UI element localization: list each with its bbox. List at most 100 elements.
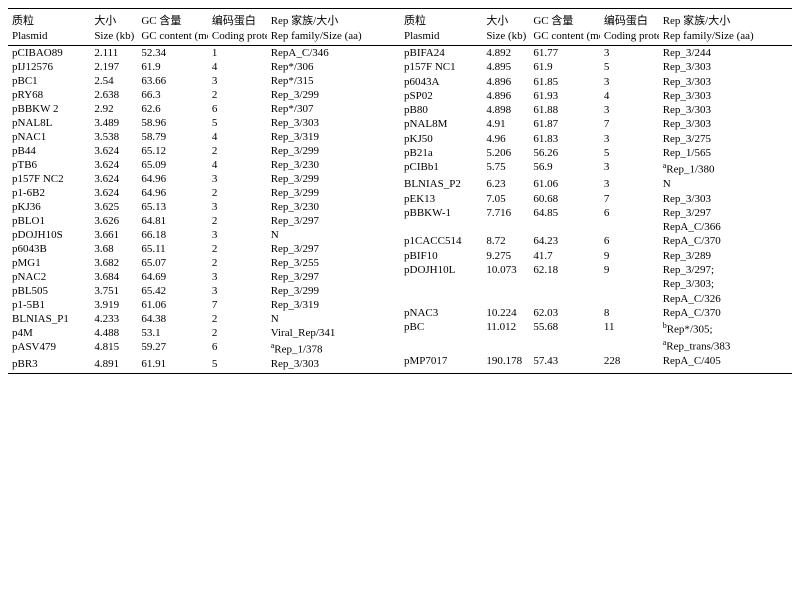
cell bbox=[400, 220, 482, 234]
cell: 62.03 bbox=[529, 306, 600, 320]
cell: Rep_3/303 bbox=[267, 357, 400, 374]
cell: 9.275 bbox=[482, 249, 529, 263]
table-row: pDOJH10S3.66166.183N bbox=[8, 228, 400, 242]
cell: 60.68 bbox=[529, 192, 600, 206]
cell: 3.919 bbox=[90, 298, 137, 312]
table-row: p157F NC14.89561.95Rep_3/303 bbox=[400, 60, 792, 74]
table-row: BLNIAS_P26.2361.063N bbox=[400, 177, 792, 191]
cell bbox=[659, 368, 792, 373]
cell: RepA_C/370 bbox=[659, 234, 792, 248]
cell: 3.538 bbox=[90, 130, 137, 144]
cell: aRep_1/378 bbox=[267, 340, 400, 357]
cell: N bbox=[267, 228, 400, 242]
cell: 4.815 bbox=[90, 340, 137, 357]
cell: 2 bbox=[208, 256, 267, 270]
table-row: pNAL8M4.9161.877Rep_3/303 bbox=[400, 117, 792, 131]
cell: 2 bbox=[208, 214, 267, 228]
table-row: p6043A4.89661.853Rep_3/303 bbox=[400, 75, 792, 89]
cell: Rep_3/230 bbox=[267, 158, 400, 172]
table-row: p1-6B23.62464.962Rep_3/299 bbox=[8, 186, 400, 200]
cell: Rep_3/275 bbox=[659, 132, 792, 146]
cell: 57.43 bbox=[529, 354, 600, 368]
cell: 3.624 bbox=[90, 172, 137, 186]
cell: 61.06 bbox=[529, 177, 600, 191]
cell: pCIBb1 bbox=[400, 160, 482, 177]
cell bbox=[482, 292, 529, 306]
cell: 56.9 bbox=[529, 160, 600, 177]
cell: Rep_3/303 bbox=[659, 117, 792, 131]
cell: RepA_C/405 bbox=[659, 354, 792, 368]
cell: 4.96 bbox=[482, 132, 529, 146]
cell: pMP7017 bbox=[400, 354, 482, 368]
cell: 64.38 bbox=[137, 312, 208, 326]
cell: Rep_3/303 bbox=[659, 192, 792, 206]
cell: 2 bbox=[208, 242, 267, 256]
cell: 8 bbox=[600, 306, 659, 320]
cell: aRep_trans/383 bbox=[659, 337, 792, 354]
cell: Rep_3/297 bbox=[267, 214, 400, 228]
table-row: pB443.62465.122Rep_3/299 bbox=[8, 144, 400, 158]
cell: 6 bbox=[600, 206, 659, 220]
cell: BLNIAS_P2 bbox=[400, 177, 482, 191]
table-row: RepA_C/326 bbox=[400, 292, 792, 306]
cell: N bbox=[659, 177, 792, 191]
col-gc-en: GC content (mol%) bbox=[137, 29, 208, 46]
cell bbox=[600, 368, 659, 373]
cell: Rep_3/299 bbox=[267, 172, 400, 186]
cell: 2 bbox=[208, 326, 267, 340]
cell: 10.224 bbox=[482, 306, 529, 320]
cell: 5 bbox=[208, 357, 267, 374]
cell: 3.624 bbox=[90, 144, 137, 158]
table-row: p4M4.48853.12Viral_Rep/341 bbox=[8, 326, 400, 340]
cell: RepA_C/366 bbox=[659, 220, 792, 234]
table-row: pBBKW-17.71664.856Rep_3/297 bbox=[400, 206, 792, 220]
table-row: pBIF109.27541.79Rep_3/289 bbox=[400, 249, 792, 263]
cell: 65.09 bbox=[137, 158, 208, 172]
cell: 6 bbox=[208, 340, 267, 357]
table-row: pTB63.62465.094Rep_3/230 bbox=[8, 158, 400, 172]
cell: pB44 bbox=[8, 144, 90, 158]
cell: 6 bbox=[208, 102, 267, 116]
cell: Viral_Rep/341 bbox=[267, 326, 400, 340]
cell: 3.624 bbox=[90, 158, 137, 172]
cell: Rep_3/297 bbox=[267, 270, 400, 284]
cell: 53.1 bbox=[137, 326, 208, 340]
col-rep-cn: Rep 家族/大小 bbox=[267, 9, 400, 30]
cell: Rep_1/565 bbox=[659, 146, 792, 160]
cell: 63.66 bbox=[137, 74, 208, 88]
cell: 2 bbox=[208, 144, 267, 158]
cell: pDOJH10L bbox=[400, 263, 482, 277]
cell: N bbox=[267, 312, 400, 326]
table-row: pASV4794.81559.276aRep_1/378 bbox=[8, 340, 400, 357]
cell: 3.661 bbox=[90, 228, 137, 242]
table-row: pIJ125762.19761.94Rep*/306 bbox=[8, 60, 400, 74]
cell bbox=[600, 337, 659, 354]
cell: 3.68 bbox=[90, 242, 137, 256]
cell: 5.75 bbox=[482, 160, 529, 177]
cell: 65.11 bbox=[137, 242, 208, 256]
cell bbox=[600, 277, 659, 291]
cell: pNAC2 bbox=[8, 270, 90, 284]
cell: 3 bbox=[600, 177, 659, 191]
cell bbox=[482, 277, 529, 291]
cell: 4.896 bbox=[482, 89, 529, 103]
table-row: pBLO13.62664.812Rep_3/297 bbox=[8, 214, 400, 228]
table-row: pB21a5.20656.265Rep_1/565 bbox=[400, 146, 792, 160]
cell: 3.751 bbox=[90, 284, 137, 298]
plasmid-table-wrap: 质粒 大小 GC 含量 编码蛋白 Rep 家族/大小 Plasmid Size … bbox=[8, 8, 792, 374]
cell: 7.05 bbox=[482, 192, 529, 206]
col-gc-cn: GC 含量 bbox=[529, 9, 600, 30]
cell: 9 bbox=[600, 249, 659, 263]
col-coding-en: Coding protein bbox=[600, 29, 659, 46]
cell: 3 bbox=[208, 172, 267, 186]
cell bbox=[400, 368, 482, 373]
table-row: pBL5053.75165.423Rep_3/299 bbox=[8, 284, 400, 298]
cell: 61.87 bbox=[529, 117, 600, 131]
cell: p1-5B1 bbox=[8, 298, 90, 312]
cell: RepA_C/326 bbox=[659, 292, 792, 306]
cell: pIJ12576 bbox=[8, 60, 90, 74]
table-row: p157F NC23.62464.963Rep_3/299 bbox=[8, 172, 400, 186]
cell: 61.85 bbox=[529, 75, 600, 89]
cell: 64.96 bbox=[137, 172, 208, 186]
cell: 2 bbox=[208, 88, 267, 102]
